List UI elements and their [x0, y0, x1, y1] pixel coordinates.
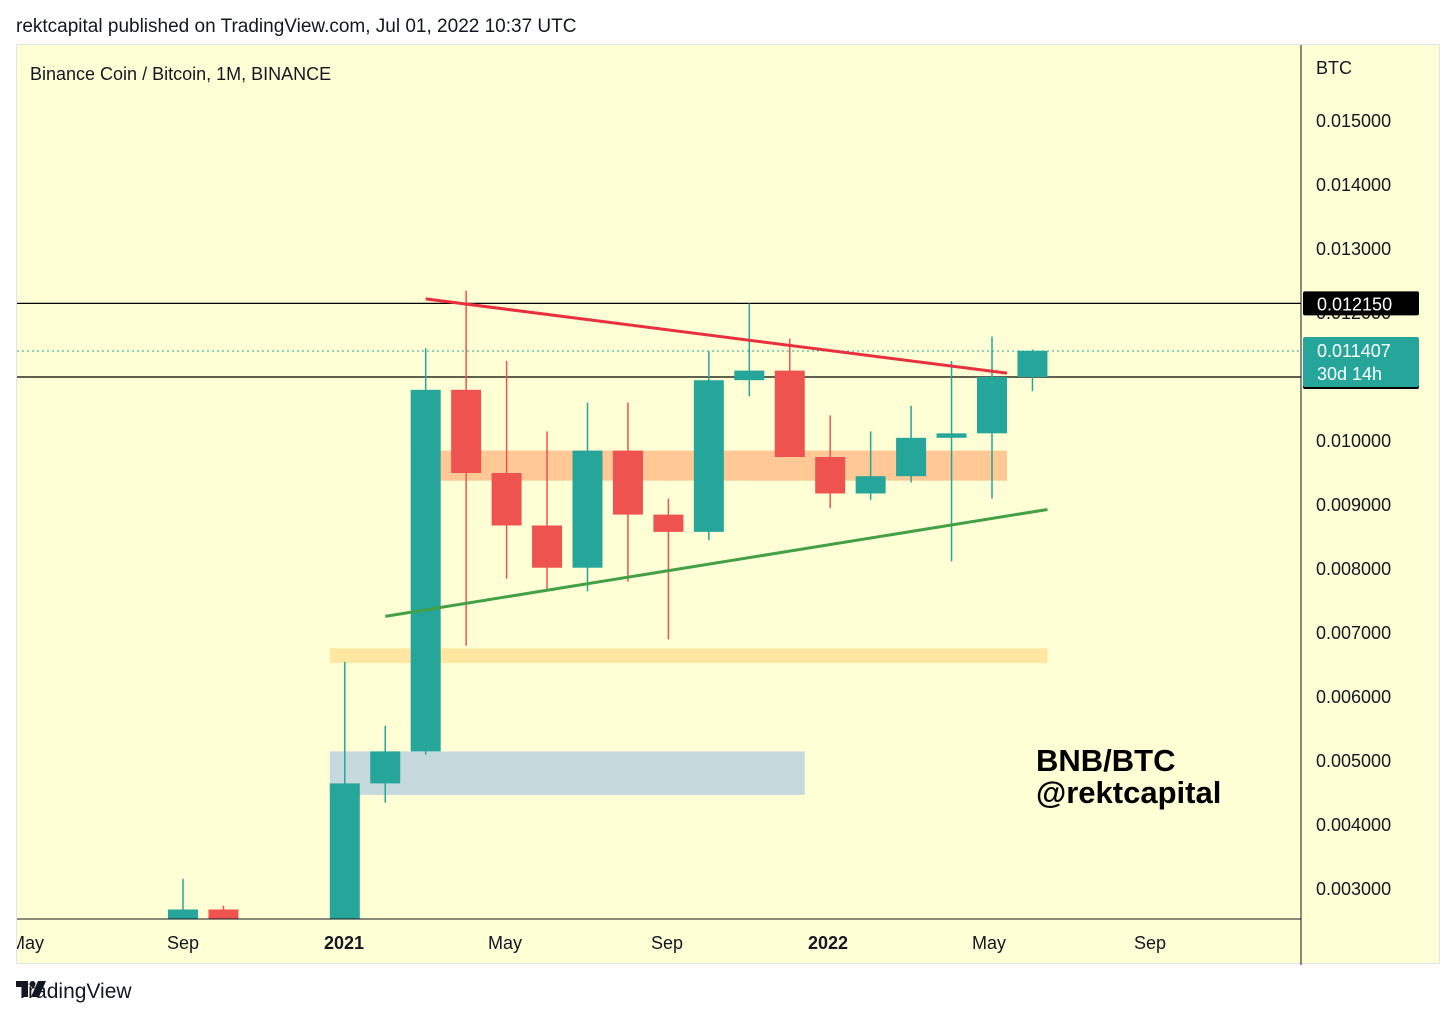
candle-2020-10: [208, 905, 239, 919]
candle-2020-09: [168, 878, 198, 919]
candle-2021-01: [329, 661, 360, 919]
candle-body: [653, 514, 684, 532]
countdown-label: 30d 14h: [1317, 364, 1382, 384]
candle-body: [693, 380, 724, 532]
x-tick-label: Sep: [1134, 933, 1166, 953]
candle-2021-04: [451, 290, 482, 646]
candle-2021-06: [532, 431, 563, 592]
candle-body: [977, 377, 1007, 434]
x-tick-label: Sep: [651, 933, 683, 953]
candle-2021-12: [774, 338, 805, 457]
candle-body: [612, 450, 643, 515]
levels-layer: [17, 302, 1301, 378]
x-tick-label: May: [972, 933, 1006, 953]
candle-body: [410, 389, 441, 752]
candle-body: [572, 450, 603, 568]
y-tick-label: 0.006000: [1316, 687, 1391, 707]
candle-body: [896, 437, 927, 477]
chart-panel[interactable]: Binance Coin / Bitcoin, 1M, BINANCE BTC …: [16, 44, 1441, 965]
level-label: 0.012150: [1317, 294, 1392, 314]
chart-title: Binance Coin / Bitcoin, 1M, BINANCE: [30, 64, 331, 84]
time-axis: May Sep 2021 May Sep 2022 May Sep: [17, 933, 1166, 953]
trendlines-layer: [385, 297, 1048, 618]
x-tick-label: 2022: [808, 933, 848, 953]
candle-2021-02: [370, 725, 401, 803]
candle-body: [936, 433, 967, 438]
current-price-label-bg: [1303, 336, 1419, 387]
footer-brand[interactable]: TradingView: [16, 980, 132, 1003]
candle-body: [451, 389, 482, 473]
support-trendline: [385, 507, 1048, 618]
blue-zone: [329, 751, 805, 795]
level-label-bg: [1303, 291, 1419, 316]
y-tick-label: 0.010000: [1316, 431, 1391, 451]
candle-body: [855, 476, 886, 494]
candle-2021-05: [491, 361, 522, 579]
candle-body: [168, 909, 198, 919]
candle-2022-06: [1017, 349, 1048, 392]
y-tick-label: 0.014000: [1316, 175, 1391, 195]
candle-body: [491, 473, 522, 526]
watermark-line-2: @rektcapital: [1036, 775, 1221, 810]
candle-body: [329, 783, 360, 919]
y-tick-label: 0.013000: [1316, 239, 1391, 259]
candle-2022-04: [936, 361, 967, 562]
candle-2021-07: [572, 402, 603, 592]
candle-body: [1017, 350, 1048, 377]
candle-2021-03: [410, 348, 441, 755]
y-tick-label: 0.015000: [1316, 111, 1391, 131]
price-axis: 0.0150000.0140000.0130000.0120000.011000…: [1316, 111, 1391, 899]
candle-2022-03: [896, 405, 927, 483]
candle-2022-01: [815, 415, 846, 509]
candle-body: [815, 457, 846, 494]
x-tick-label: May: [17, 933, 44, 953]
x-tick-label: 2021: [324, 933, 364, 953]
candle-2022-02: [855, 431, 886, 500]
tradingview-logo-icon[interactable]: [16, 980, 48, 998]
candle-2022-05: [977, 336, 1007, 499]
y-tick-label: 0.004000: [1316, 815, 1391, 835]
y-tick-label: 0.005000: [1316, 751, 1391, 771]
candle-2021-10: [693, 351, 724, 541]
candle-body: [774, 370, 805, 457]
candlestick-chart[interactable]: Binance Coin / Bitcoin, 1M, BINANCE BTC …: [17, 45, 1441, 965]
candle-2021-09: [653, 498, 684, 640]
y-tick-label: 0.003000: [1316, 879, 1391, 899]
watermark-line-1: BNB/BTC: [1036, 743, 1176, 778]
price-axis-unit: BTC: [1316, 58, 1352, 78]
y-tick-label: 0.007000: [1316, 623, 1391, 643]
candle-body: [208, 909, 239, 919]
y-tick-label: 0.009000: [1316, 495, 1391, 515]
x-tick-label: May: [488, 933, 522, 953]
candle-body: [532, 525, 563, 568]
candle-body: [734, 370, 765, 381]
y-tick-label: 0.008000: [1316, 559, 1391, 579]
x-tick-label: Sep: [167, 933, 199, 953]
resistance-trendline: [425, 297, 1008, 375]
current-price-label: 0.011407: [1317, 341, 1391, 361]
yellow-zone: [329, 648, 1048, 664]
candle-body: [370, 751, 401, 784]
candle-2021-08: [612, 402, 643, 582]
candle-2021-11: [734, 303, 765, 397]
published-caption: rektcapital published on TradingView.com…: [16, 16, 577, 37]
footer: TradingView: [16, 980, 132, 1004]
candles-layer: [168, 290, 1048, 919]
